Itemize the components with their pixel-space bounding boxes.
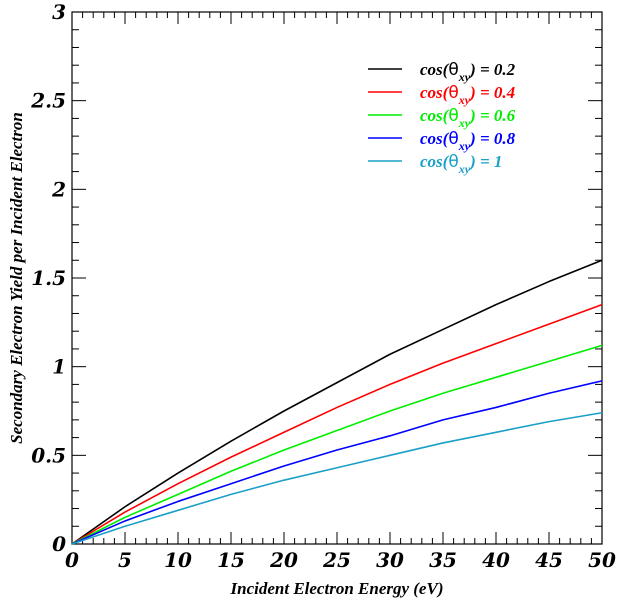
x-tick-label: 15 [217, 548, 245, 572]
x-tick-label: 35 [429, 548, 457, 572]
x-tick-label: 45 [535, 548, 563, 572]
legend-label-1: cos(θxy) = 0.2 [420, 60, 516, 84]
axis-ticks [71, 11, 603, 545]
plot-frame [71, 11, 603, 545]
legend-label-2: cos(θxy) = 0.4 [420, 83, 515, 107]
y-tick-label: 1 [52, 355, 66, 379]
series-line-2 [71, 303, 603, 545]
legend-label-4: cos(θxy) = 0.8 [420, 129, 516, 153]
x-tick-label: 20 [269, 548, 298, 572]
series-line-3 [71, 344, 603, 545]
y-tick-label: 0 [52, 532, 66, 556]
y-tick-label: 3 [52, 0, 66, 24]
legend-label-5: cos(θxy) = 1 [420, 152, 502, 176]
x-tick-label: 25 [322, 548, 351, 572]
y-tick-label: 2.5 [30, 89, 66, 113]
x-tick-label: 50 [588, 548, 616, 572]
x-tick-label: 10 [164, 548, 192, 572]
series-lines [71, 259, 603, 545]
series-line-4 [71, 380, 603, 545]
legend-label-3: cos(θxy) = 0.6 [420, 106, 516, 130]
y-axis-title: Secondary Electron Yield per Incident El… [7, 112, 26, 444]
x-axis-title: Incident Electron Energy (eV) [230, 579, 444, 598]
x-tick-label: 40 [482, 548, 510, 572]
series-line-5 [71, 411, 603, 545]
x-tick-label: 5 [118, 548, 132, 572]
y-tick-label: 1.5 [31, 266, 66, 290]
y-tick-label: 0.5 [31, 443, 66, 467]
y-tick-label: 2 [51, 177, 66, 201]
tick-labels: 0 5 10 15 20 25 30 35 40 45 50 0 0.5 1 1.5 2 2.5 3 [30, 0, 616, 572]
series-line-1 [71, 259, 603, 545]
x-tick-label: 0 [65, 548, 79, 572]
x-tick-label: 30 [376, 548, 404, 572]
